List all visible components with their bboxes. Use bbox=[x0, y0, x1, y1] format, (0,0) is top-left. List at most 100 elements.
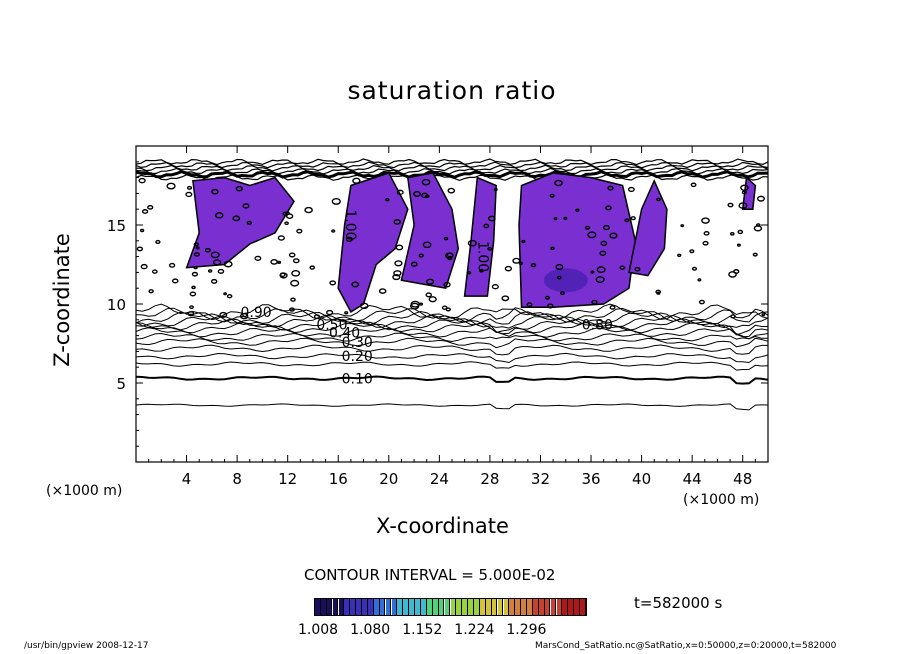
contour-blob bbox=[550, 246, 555, 251]
contour-blob bbox=[223, 260, 233, 268]
contour-blob bbox=[755, 223, 761, 227]
footer-program: /usr/bin/gpview 2008-12-17 bbox=[24, 641, 149, 651]
contour-line bbox=[135, 337, 769, 349]
colorbar-swatch bbox=[403, 599, 410, 615]
colorbar-swatch bbox=[474, 599, 480, 615]
colorbar-swatch bbox=[332, 599, 339, 615]
contour-blob bbox=[212, 259, 222, 266]
contour-blob bbox=[148, 289, 154, 294]
contour-line bbox=[135, 327, 769, 340]
colorbar-swatch bbox=[503, 599, 510, 615]
colorbar-swatch bbox=[315, 599, 321, 615]
contour-blob bbox=[600, 240, 608, 246]
contour-blob bbox=[443, 281, 451, 288]
contour-blob bbox=[697, 278, 702, 282]
contour-blob bbox=[690, 182, 697, 188]
colorbar-swatch bbox=[438, 599, 445, 615]
contour-blob bbox=[171, 278, 179, 284]
colorbar-tick: 1.296 bbox=[506, 622, 547, 638]
contour-blob bbox=[560, 291, 565, 296]
contour-blob bbox=[425, 292, 432, 298]
contour-blob bbox=[691, 266, 698, 271]
supersaturation-region bbox=[185, 176, 295, 269]
colorbar-swatch bbox=[432, 599, 439, 615]
colorbar-swatch bbox=[356, 599, 362, 615]
contour-blob bbox=[483, 223, 490, 229]
contour-blob bbox=[575, 208, 580, 212]
colorbar-swatch bbox=[444, 599, 451, 615]
contour-blob bbox=[627, 186, 635, 193]
contour-blob bbox=[447, 187, 456, 194]
contour-blob bbox=[254, 255, 262, 261]
contour-blob bbox=[741, 190, 747, 195]
contour-label: 0.40 bbox=[329, 325, 360, 341]
contour-label: 0.90 bbox=[240, 305, 271, 321]
contour-blob bbox=[590, 270, 595, 274]
contour-blob bbox=[607, 185, 614, 191]
contour-blob bbox=[740, 184, 749, 191]
supersaturation-region bbox=[628, 178, 668, 277]
contour-blob bbox=[393, 270, 402, 277]
contour-label: 1.00 bbox=[342, 209, 358, 240]
supersaturation-core bbox=[543, 268, 588, 293]
contour-blob bbox=[425, 194, 430, 199]
contour-line bbox=[135, 321, 769, 338]
time-label: t=582000 s bbox=[634, 594, 723, 612]
contour-line bbox=[135, 375, 769, 385]
contour-blob bbox=[191, 285, 196, 290]
contour-blob bbox=[138, 177, 146, 184]
colorbar-swatch bbox=[326, 599, 333, 615]
contour-blob bbox=[155, 239, 161, 245]
supersaturation-region bbox=[400, 172, 460, 290]
colorbar bbox=[314, 598, 587, 616]
colorbar-swatch bbox=[415, 599, 421, 615]
contour-blob bbox=[680, 224, 685, 228]
contour-blob bbox=[443, 236, 449, 241]
contour-blob bbox=[563, 216, 568, 220]
contour-label: 0.30 bbox=[342, 335, 373, 351]
contour-blob bbox=[530, 262, 537, 268]
contour-blob bbox=[491, 284, 499, 290]
contour-blob bbox=[214, 212, 224, 219]
contour-blob bbox=[285, 213, 294, 219]
colorbar-swatch bbox=[421, 599, 427, 615]
contour-label: 0.10 bbox=[342, 371, 373, 387]
contour-blob bbox=[136, 246, 144, 252]
contour-blob bbox=[554, 179, 563, 187]
contour-blob bbox=[512, 257, 521, 264]
contour-blob bbox=[504, 265, 513, 272]
contour-blob bbox=[139, 228, 145, 233]
contour-blob bbox=[232, 215, 241, 222]
contour-line bbox=[135, 167, 769, 175]
contour-blob bbox=[189, 305, 194, 310]
contour-blob bbox=[186, 185, 193, 190]
colorbar-swatch bbox=[426, 599, 433, 615]
colorbar-swatch bbox=[485, 599, 492, 615]
x-tick-label: 32 bbox=[531, 470, 550, 488]
contour-line bbox=[135, 158, 769, 166]
colorbar-swatch bbox=[491, 599, 498, 615]
colorbar-swatch bbox=[385, 599, 392, 615]
footer-source: MarsCond_SatRatio.nc@SatRatio,x=0:50000,… bbox=[535, 641, 837, 651]
contour-blob bbox=[344, 311, 349, 315]
contour-blob bbox=[151, 269, 158, 274]
colorbar-swatch bbox=[379, 599, 386, 615]
contour-blob bbox=[219, 311, 228, 318]
contour-blob bbox=[624, 218, 630, 223]
contour-blob bbox=[210, 278, 218, 284]
colorbar-swatch bbox=[462, 599, 468, 615]
contour-blob bbox=[378, 288, 387, 294]
contour-blob bbox=[596, 266, 606, 274]
contour-blob bbox=[599, 250, 607, 256]
contour-line bbox=[135, 344, 768, 356]
contour-blob bbox=[603, 224, 610, 231]
contour-blob bbox=[756, 195, 765, 202]
contour-blob bbox=[656, 197, 661, 202]
contour-blob bbox=[140, 263, 148, 270]
contour-blob bbox=[467, 271, 472, 275]
contour-blob bbox=[544, 295, 550, 300]
contour-blob bbox=[392, 274, 401, 281]
colorbar-tick: 1.224 bbox=[454, 622, 495, 638]
contour-line bbox=[135, 352, 769, 364]
colorbar-swatch bbox=[344, 599, 351, 615]
